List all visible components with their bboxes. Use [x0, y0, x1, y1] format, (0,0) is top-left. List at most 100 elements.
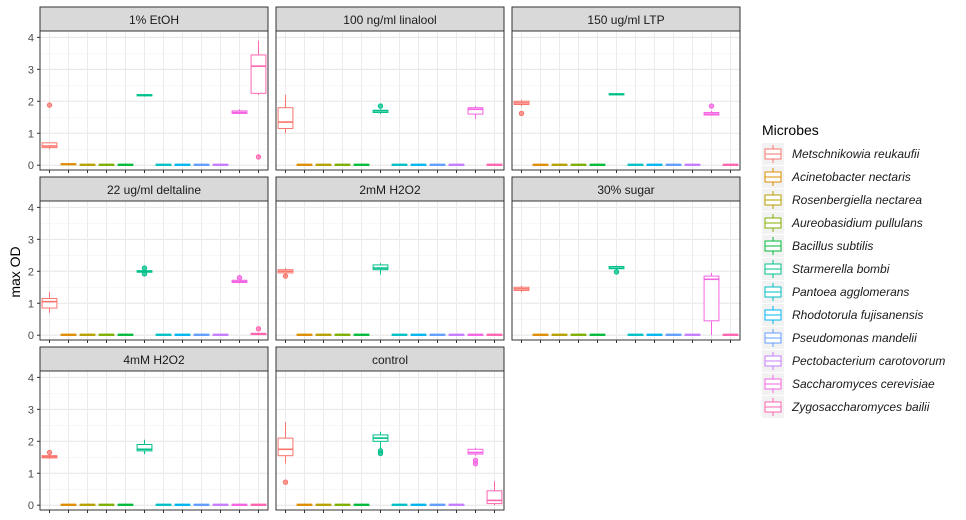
- panel-title: 2mM H2O2: [359, 183, 421, 197]
- box-rosenbergiella-nectarea: [551, 333, 568, 336]
- panel-border: [39, 370, 269, 511]
- data-point: [106, 163, 109, 166]
- box-pseudomonas-mandelii: [665, 163, 682, 166]
- data-point: [258, 503, 261, 506]
- data-point: [475, 451, 478, 454]
- data-point: [239, 111, 242, 114]
- y-tick-label: 1: [28, 128, 34, 140]
- panel-2mm-h2o2: 2mM H2O2: [275, 176, 505, 343]
- y-tick-label: 1: [28, 298, 34, 310]
- legend-item-pseudomonas-mandelii: Pseudomonas mandelii: [762, 327, 917, 349]
- data-point: [399, 503, 402, 506]
- data-point: [125, 163, 128, 166]
- outlier-point: [46, 102, 53, 108]
- data-point: [578, 333, 581, 336]
- data-point: [201, 333, 204, 336]
- panel-border: [39, 200, 269, 341]
- legend-label: Saccharomyces cerevisiae: [792, 377, 935, 391]
- data-point: [730, 163, 733, 166]
- box-starmerella-bombi: [136, 439, 153, 455]
- box-rhodotorula-fujisanensis: [174, 503, 191, 506]
- box-pseudomonas-mandelii: [193, 333, 210, 336]
- data-point: [361, 163, 364, 166]
- data-point: [635, 333, 638, 336]
- legend-label: Pseudomonas mandelii: [792, 331, 917, 345]
- outlier-point: [282, 273, 289, 279]
- legend-item-rosenbergiella-nectarea: Rosenbergiella nectarea: [762, 189, 922, 211]
- panel-background: [276, 371, 504, 510]
- box-bacillus-subtilis: [117, 333, 134, 336]
- box-body: [277, 437, 294, 457]
- box-starmerella-bombi: [136, 265, 153, 277]
- y-axis-label: max OD: [7, 246, 23, 297]
- data-point: [106, 333, 109, 336]
- outlier-point: [518, 110, 525, 117]
- panel-strip: [39, 346, 269, 372]
- data-point: [437, 333, 440, 336]
- panel-title: 1% EtOH: [129, 13, 179, 27]
- box-bacillus-subtilis: [353, 333, 370, 336]
- y-tick-label: 2: [28, 436, 34, 448]
- data-point: [239, 503, 242, 506]
- box-pantoea-agglomerans: [391, 333, 408, 336]
- box-starmerella-bombi: [608, 265, 625, 275]
- box-metschnikowia-reukaufii: [277, 268, 294, 279]
- data-point: [361, 503, 364, 506]
- legend-title: Microbes: [762, 122, 819, 138]
- panel-background: [512, 201, 740, 340]
- box-bacillus-subtilis: [353, 163, 370, 166]
- data-point: [635, 163, 638, 166]
- box-acinetobacter-nectaris: [60, 333, 77, 336]
- data-point: [692, 163, 695, 166]
- data-point: [258, 333, 261, 335]
- box-saccharomyces-cerevisiae: [703, 103, 720, 116]
- data-point: [323, 503, 326, 506]
- data-point: [144, 94, 147, 97]
- box-pectobacterium-carotovorum: [212, 333, 229, 336]
- legend-item-starmerella-bombi: Starmerella bombi: [762, 258, 890, 280]
- box-metschnikowia-reukaufii: [41, 292, 58, 313]
- box-rhodotorula-fujisanensis: [174, 163, 191, 166]
- data-point: [456, 333, 459, 336]
- box-aureobasidium-pullulans: [98, 163, 115, 166]
- y-tick-label: 0: [28, 160, 34, 172]
- legend-label: Aureobasidium pullulans: [791, 216, 923, 230]
- box-pectobacterium-carotovorum: [448, 503, 465, 506]
- data-point: [163, 333, 166, 336]
- data-point: [220, 503, 223, 506]
- panel-title: 100 ng/ml linalool: [343, 13, 436, 27]
- box-starmerella-bombi: [372, 263, 389, 275]
- outlier-point: [141, 265, 148, 271]
- data-point: [361, 333, 364, 336]
- panel-strip: [39, 6, 269, 32]
- data-point: [342, 503, 345, 506]
- data-point: [304, 503, 307, 506]
- legend-label: Acinetobacter nectaris: [791, 170, 911, 184]
- box-pectobacterium-carotovorum: [448, 163, 465, 166]
- outlier-point: [708, 103, 715, 109]
- box-bacillus-subtilis: [589, 163, 606, 166]
- data-point: [201, 503, 204, 506]
- box-saccharomyces-cerevisiae: [467, 447, 484, 467]
- panel-border: [275, 200, 505, 341]
- data-point: [673, 163, 676, 166]
- panel-1-etoh: 1% EtOH 0 1 2 3 4: [28, 6, 269, 173]
- legend-item-pantoea-agglomerans: Pantoea agglomerans: [762, 281, 909, 303]
- data-point: [711, 113, 714, 115]
- box-pantoea-agglomerans: [155, 163, 172, 166]
- box-zygosaccharomyces-bailii: [486, 333, 503, 336]
- data-point: [597, 163, 600, 166]
- box-aureobasidium-pullulans: [98, 333, 115, 336]
- legend-item-pectobacterium-carotovorum: Pectobacterium carotovorum: [762, 350, 945, 372]
- legend-item-metschnikowia-reukaufii: Metschnikowia reukaufii: [762, 143, 920, 165]
- data-point: [125, 333, 128, 336]
- panel-title: control: [372, 353, 408, 367]
- data-point: [285, 121, 288, 123]
- panel-150-ug-ml-ltp: 150 ug/ml LTP: [511, 6, 741, 173]
- box-acinetobacter-nectaris: [60, 162, 77, 166]
- box-body: [250, 54, 267, 94]
- facet-panels: 1% EtOH 0 1 2 3 4 100 ng/ml linalool 150 ug/ml …: [28, 6, 741, 513]
- outlier-point: [141, 271, 148, 277]
- legend-item-acinetobacter-nectaris: Acinetobacter nectaris: [762, 166, 911, 188]
- data-point: [342, 333, 345, 336]
